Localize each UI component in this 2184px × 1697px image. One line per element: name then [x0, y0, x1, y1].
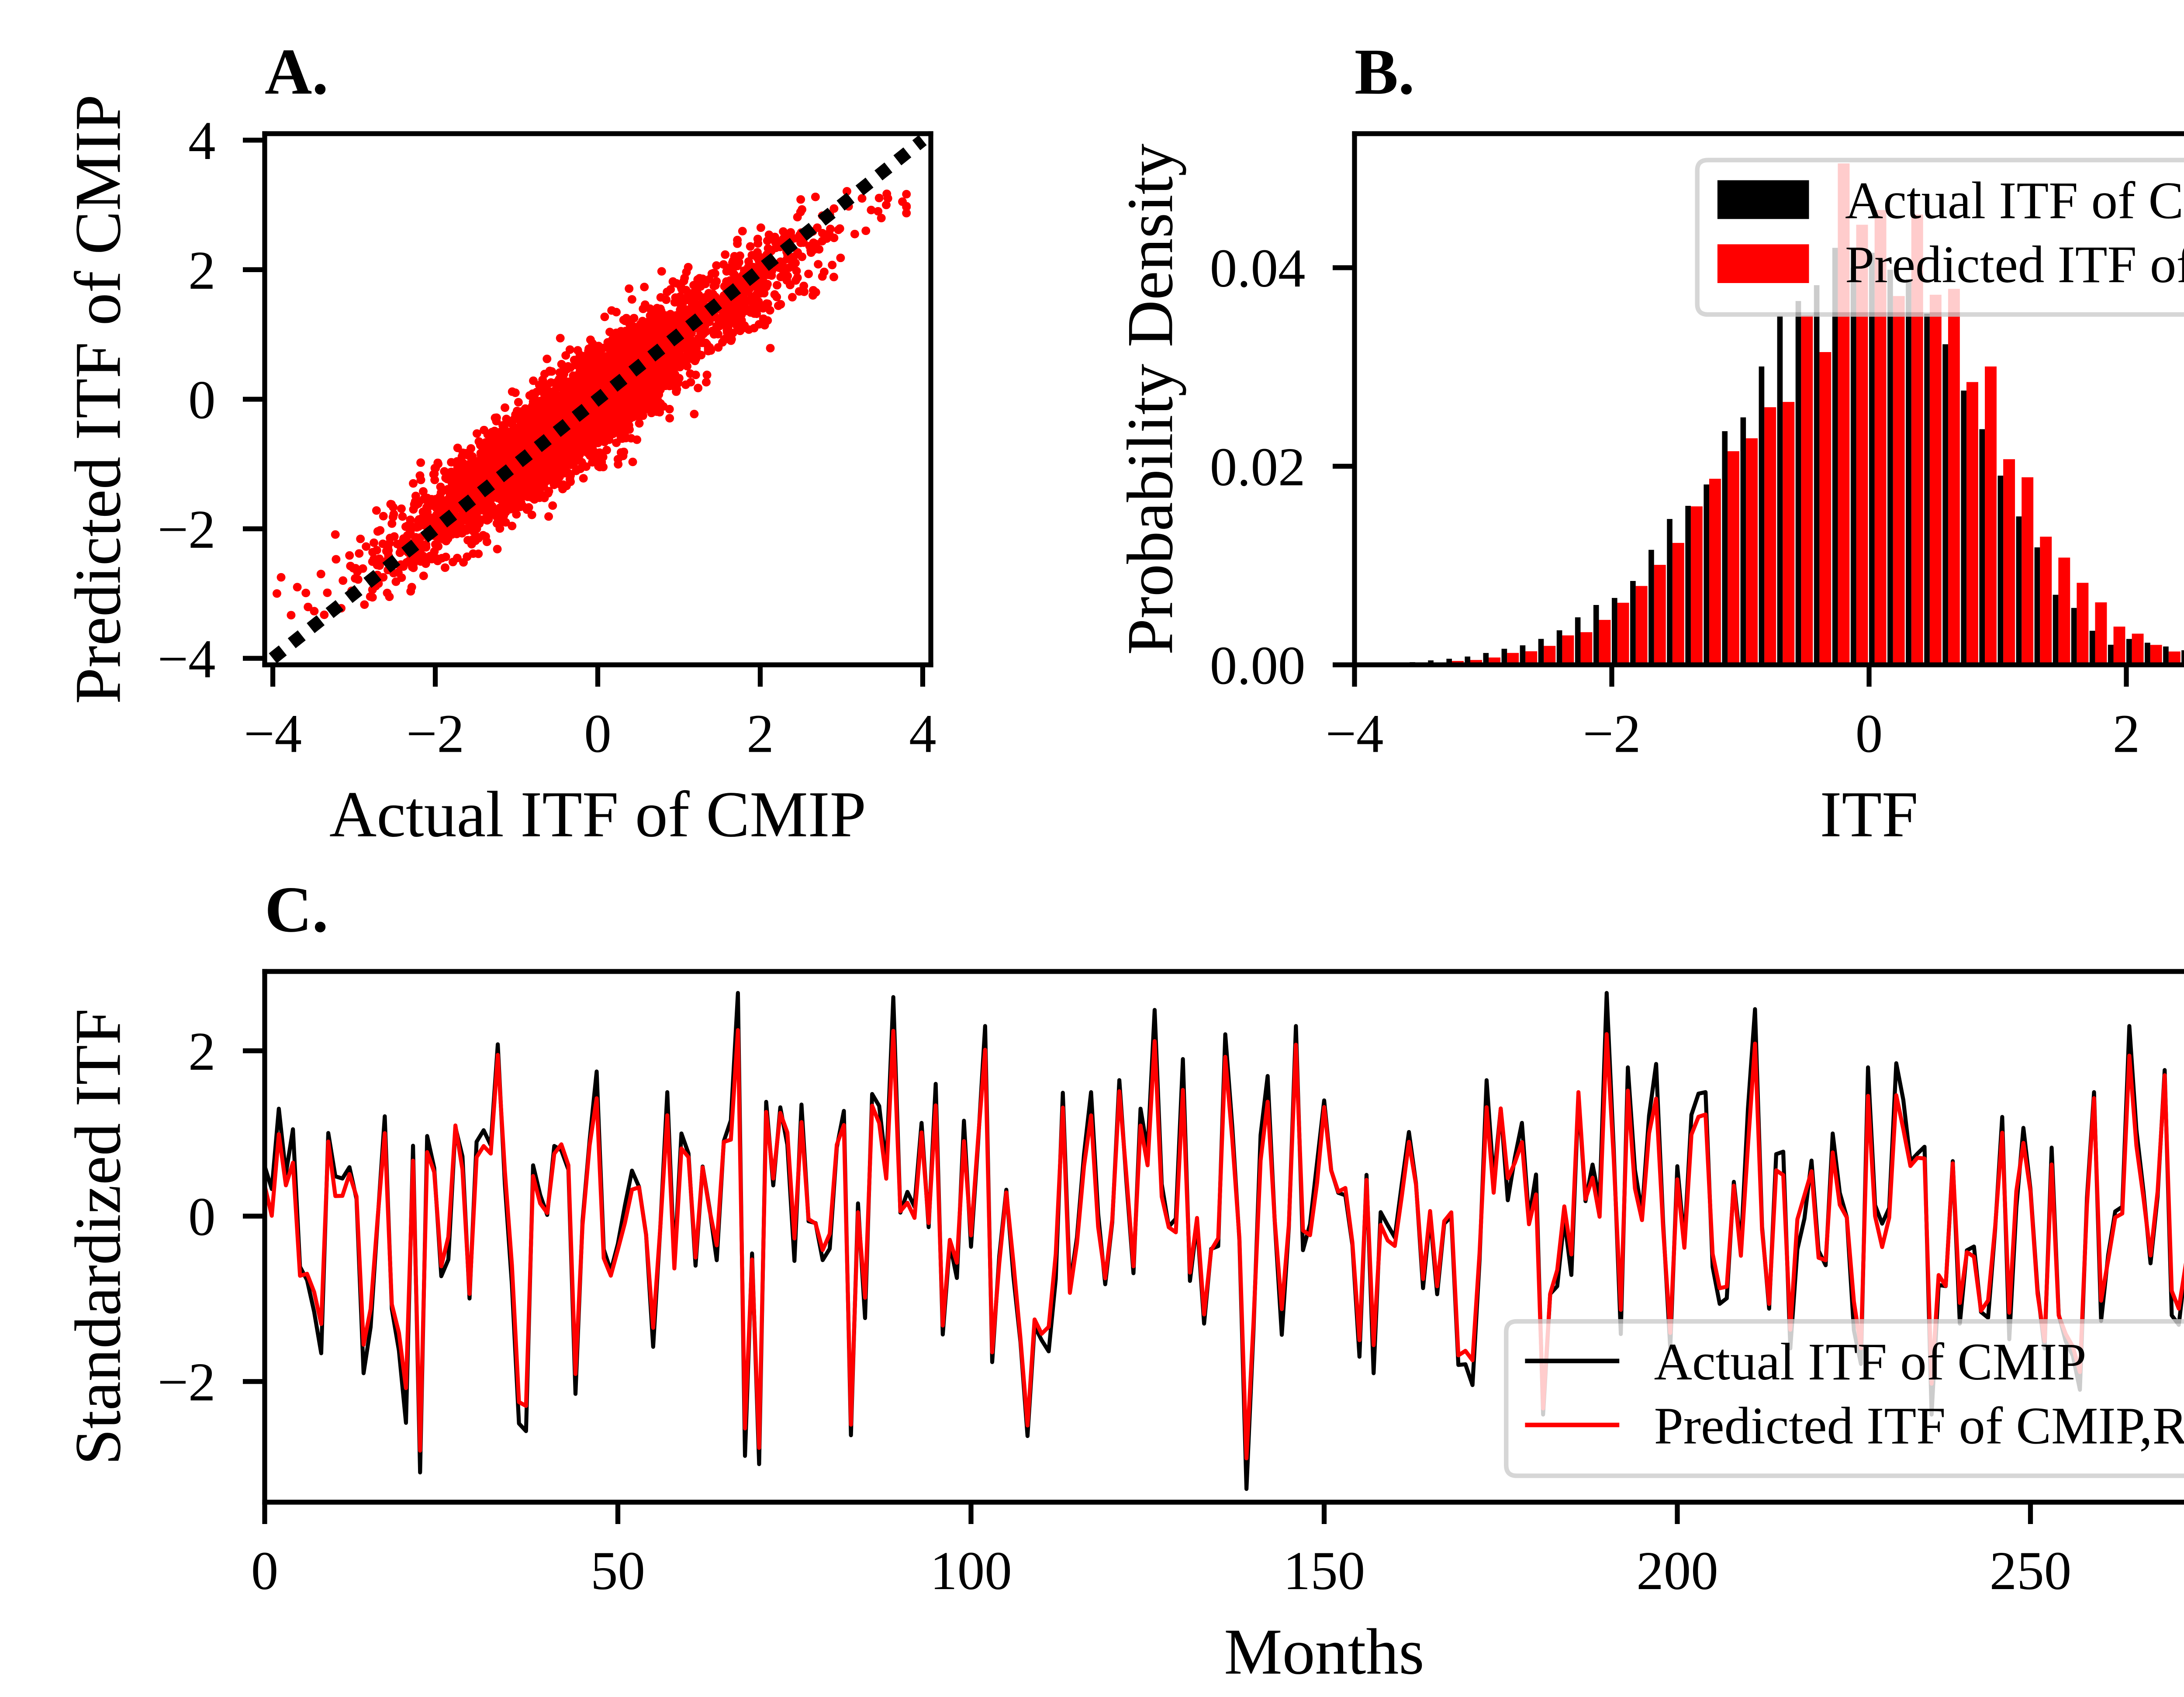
- svg-text:−4: −4: [1326, 704, 1384, 764]
- svg-text:50: 50: [591, 1541, 645, 1601]
- svg-text:Actual ITF of CMIP: Actual ITF of CMIP: [1845, 171, 2184, 230]
- svg-text:−4: −4: [158, 629, 216, 690]
- svg-text:A.: A.: [265, 35, 328, 108]
- svg-text:0: 0: [1856, 704, 1883, 764]
- svg-text:−4: −4: [244, 704, 302, 764]
- svg-text:2: 2: [188, 1022, 216, 1082]
- svg-text:C.: C.: [265, 873, 328, 946]
- svg-text:0: 0: [584, 704, 612, 764]
- svg-text:100: 100: [930, 1541, 1012, 1601]
- svg-text:2: 2: [2113, 704, 2140, 764]
- svg-text:−2: −2: [158, 500, 216, 560]
- svg-text:−2: −2: [158, 1352, 216, 1413]
- svg-text:0: 0: [188, 1187, 216, 1248]
- svg-text:0: 0: [251, 1541, 279, 1601]
- svg-text:4: 4: [909, 704, 936, 764]
- svg-text:2: 2: [746, 704, 774, 764]
- svg-text:Actual ITF of CMIP: Actual ITF of CMIP: [1654, 1333, 2087, 1391]
- svg-text:0.00: 0.00: [1210, 636, 1306, 696]
- svg-text:ITF: ITF: [1820, 778, 1918, 850]
- svg-text:Months: Months: [1224, 1615, 1424, 1688]
- svg-text:Predicted ITF of CMIP: Predicted ITF of CMIP: [62, 94, 134, 704]
- svg-text:B.: B.: [1355, 35, 1415, 108]
- svg-text:0.04: 0.04: [1210, 238, 1306, 299]
- svg-text:Predicted ITF of CMIP,R = 0.95: Predicted ITF of CMIP,R = 0.95: [1654, 1397, 2184, 1455]
- svg-text:0.02: 0.02: [1210, 437, 1306, 498]
- svg-text:250: 250: [1990, 1541, 2071, 1601]
- svg-text:Predicted ITF of CMIP: Predicted ITF of CMIP: [1845, 235, 2184, 294]
- svg-text:200: 200: [1636, 1541, 1718, 1601]
- svg-text:4: 4: [188, 111, 216, 171]
- svg-text:Probability Density: Probability Density: [1114, 144, 1186, 655]
- svg-text:0: 0: [188, 370, 216, 430]
- svg-text:150: 150: [1283, 1541, 1365, 1601]
- svg-text:−2: −2: [406, 704, 464, 764]
- svg-text:2: 2: [188, 241, 216, 301]
- svg-text:Actual ITF of CMIP: Actual ITF of CMIP: [329, 778, 866, 850]
- svg-text:−2: −2: [1583, 704, 1641, 764]
- svg-text:Standardized ITF: Standardized ITF: [62, 1009, 134, 1465]
